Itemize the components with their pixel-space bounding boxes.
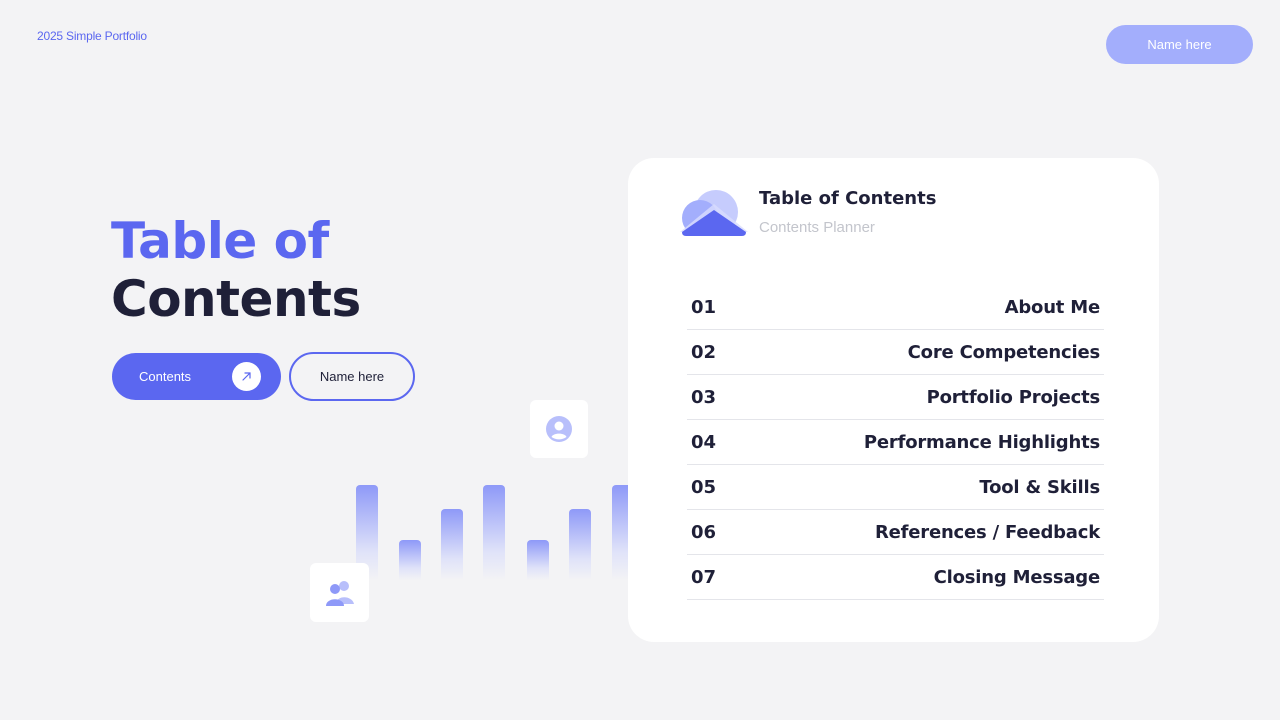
decor-bar: [356, 485, 378, 580]
page-title: Table of Contents: [111, 212, 361, 328]
name-button[interactable]: Name here: [289, 352, 415, 401]
toc-item-number: 04: [691, 431, 717, 453]
toc-item-performance-highlights[interactable]: 04 Performance Highlights: [687, 420, 1104, 465]
name-pill-button[interactable]: Name here: [1106, 25, 1253, 64]
toc-item-label: Tool & Skills: [979, 476, 1100, 498]
title-line-1: Table of: [111, 212, 329, 270]
toc-item-number: 06: [691, 521, 717, 543]
toc-item-label: Portfolio Projects: [926, 386, 1101, 408]
toc-item-closing-message[interactable]: 07 Closing Message: [687, 555, 1104, 600]
toc-item-label: Core Competencies: [907, 341, 1101, 363]
toc-item-label: References / Feedback: [874, 521, 1100, 543]
panel-title: Table of Contents: [759, 188, 937, 209]
brand-label: 2025 Simple Portfolio: [37, 29, 147, 43]
arrow-up-right-icon: [232, 362, 261, 391]
decor-bar: [569, 509, 591, 580]
toc-item-number: 03: [691, 386, 717, 408]
contents-button[interactable]: Contents: [112, 353, 281, 400]
toc-item-number: 07: [691, 566, 717, 588]
panel-subtitle: Contents Planner: [759, 219, 875, 236]
toc-item-tool-skills[interactable]: 05 Tool & Skills: [687, 465, 1104, 510]
toc-item-label: Performance Highlights: [863, 431, 1100, 453]
decor-bar: [483, 485, 505, 580]
toc-item-number: 01: [691, 296, 717, 318]
contents-button-label: Contents: [139, 369, 192, 384]
decor-bar: [399, 540, 421, 580]
title-line-2: Contents: [111, 270, 361, 328]
toc-item-references-feedback[interactable]: 06 References / Feedback: [687, 510, 1104, 555]
decor-bar: [441, 509, 463, 580]
decor-bar: [527, 540, 549, 580]
toc-item-core-competencies[interactable]: 02 Core Competencies: [687, 330, 1104, 375]
toc-item-number: 05: [691, 476, 717, 498]
user-icon-card: [530, 400, 588, 458]
cloud-icon: [680, 190, 748, 236]
users-icon: [325, 580, 354, 606]
toc-item-label: Closing Message: [933, 566, 1101, 588]
toc-item-about-me[interactable]: 01 About Me: [687, 285, 1104, 330]
toc-item-label: About Me: [1004, 296, 1101, 318]
users-icon-card: [310, 563, 369, 622]
toc-panel: Table of Contents Contents Planner: [628, 158, 1159, 642]
user-icon: [546, 416, 572, 442]
toc-item-number: 02: [691, 341, 717, 363]
toc-item-portfolio-projects[interactable]: 03 Portfolio Projects: [687, 375, 1104, 420]
